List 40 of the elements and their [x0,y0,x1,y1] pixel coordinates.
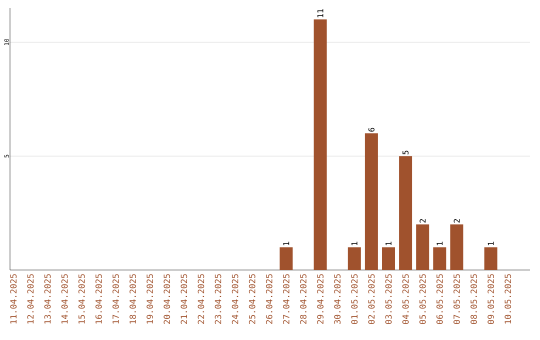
x-tick-label: 11.04.2025 [10,274,17,324]
x-tick-label: 21.04.2025 [180,274,188,324]
x-tick-label: 28.04.2025 [300,274,306,324]
bar [348,247,361,270]
x-tick-label: 04.05.2025 [402,274,409,324]
x-tick-label: 12.04.2025 [27,274,34,324]
x-tick-label: 09.05.2025 [488,274,494,324]
x-tick-label: 16.04.2025 [95,274,102,324]
x-tick-label: 25.04.2025 [248,274,256,324]
x-tick-label: 14.04.2025 [61,274,68,324]
x-tick-label: 17.04.2025 [112,274,119,324]
x-tick-label: 05.05.2025 [419,274,426,324]
x-tick-label: 26.04.2025 [266,274,272,324]
x-tick-label: 22.04.2025 [198,274,204,324]
x-tick-label: 08.05.2025 [470,274,477,324]
bar [399,156,412,270]
x-tick-label: 18.04.2025 [130,274,136,324]
bar [364,133,378,270]
x-tick-label: 10.05.2025 [504,274,512,324]
x-tick-label: 02.05.2025 [368,274,375,324]
bar [382,247,395,270]
bar [314,19,327,270]
x-tick-label: 06.05.2025 [436,274,443,324]
x-tick-label: 29.04.2025 [317,274,324,324]
x-tick-label: 07.05.2025 [454,274,460,324]
bar [484,247,498,270]
x-tick-label: 03.05.2025 [385,274,392,324]
bar [450,224,464,270]
x-tick-label: 19.04.2025 [146,274,154,324]
x-tick-label: 20.04.2025 [164,274,170,324]
x-tick-label: 15.04.2025 [78,274,85,324]
x-tick-label: 01.05.2025 [351,274,358,324]
x-tick-label: 24.04.2025 [232,274,238,324]
x-tick-label: 30.04.2025 [334,274,341,324]
bar [280,247,293,270]
bar [433,247,446,270]
x-tick-label: 13.04.2025 [44,274,51,324]
bar [416,224,430,270]
x-tick-label: 23.04.2025 [214,274,222,324]
x-tick-label: 27.04.2025 [283,274,290,324]
